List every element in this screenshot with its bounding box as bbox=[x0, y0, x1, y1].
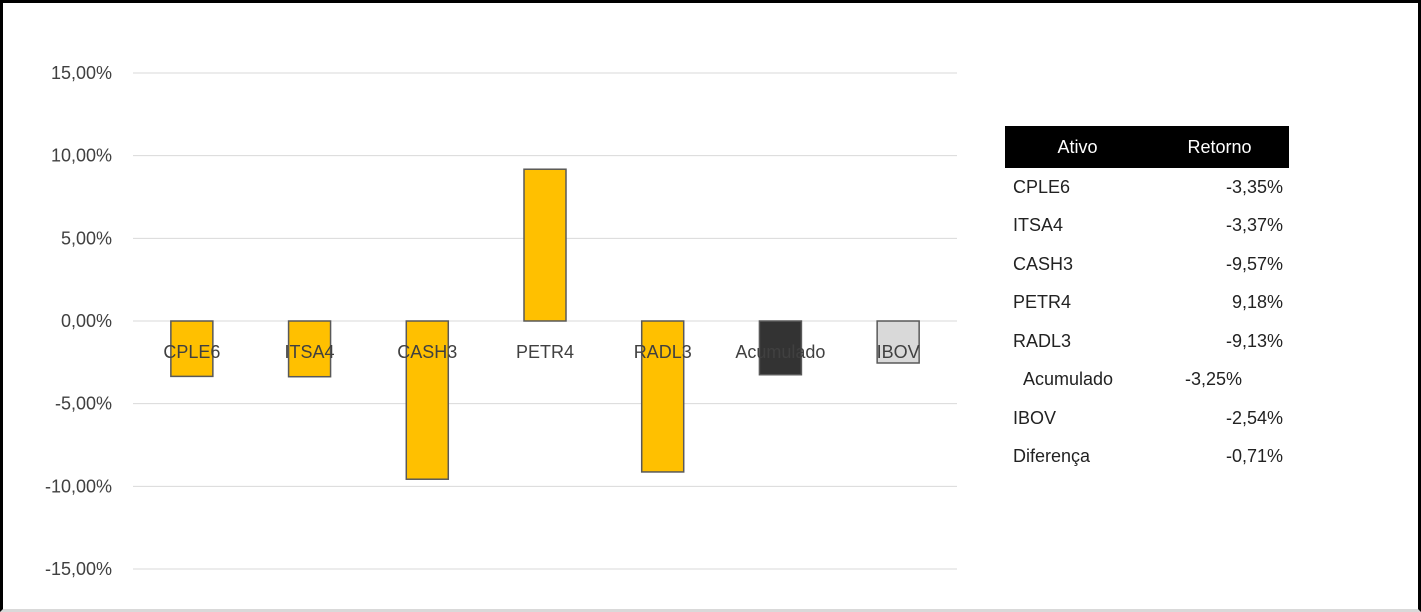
table-row: Diferença -0,71% bbox=[1005, 438, 1289, 477]
row-name: PETR4 bbox=[1013, 292, 1072, 313]
returns-table: Ativo Retorno CPLE6 -3,35% ITSA4 -3,37% … bbox=[1005, 126, 1289, 476]
y-tick-label: -5,00% bbox=[55, 394, 112, 414]
row-name: CPLE6 bbox=[1013, 176, 1071, 197]
row-value: -0,71% bbox=[1225, 446, 1283, 467]
category-labels: CPLE6 ITSA4 CASH3 PETR4 RADL3 Acumulado IBOV bbox=[163, 342, 919, 362]
gridlines bbox=[133, 72, 957, 570]
category-label: Acumulado bbox=[735, 342, 825, 362]
row-value: -9,57% bbox=[1225, 253, 1283, 274]
category-label: RADL3 bbox=[634, 342, 692, 362]
row-name: CASH3 bbox=[1013, 253, 1074, 274]
bar-cash3 bbox=[405, 320, 450, 480]
y-tick-label: -10,00% bbox=[45, 476, 112, 496]
row-name: Acumulado bbox=[1023, 369, 1114, 390]
row-name: RADL3 bbox=[1013, 330, 1072, 351]
row-value: -2,54% bbox=[1225, 407, 1283, 428]
row-name: Diferença bbox=[1013, 446, 1091, 467]
category-label: IBOV bbox=[877, 342, 920, 362]
bar-ibov bbox=[876, 320, 920, 364]
bar-acumulado bbox=[758, 320, 803, 376]
category-label: CASH3 bbox=[397, 342, 457, 362]
category-label: PETR4 bbox=[516, 342, 574, 362]
y-tick-label: 5,00% bbox=[61, 228, 112, 248]
y-tick-label: -15,00% bbox=[45, 559, 112, 579]
table-row: CPLE6 -3,35% bbox=[1005, 168, 1289, 207]
row-value: 9,18% bbox=[1231, 292, 1283, 313]
y-tick-label: 15,00% bbox=[51, 63, 112, 83]
table-header: Ativo Retorno bbox=[1005, 126, 1289, 168]
bar-petr4 bbox=[523, 168, 567, 322]
header-ativo: Ativo bbox=[1057, 136, 1098, 157]
bar-radl3 bbox=[640, 320, 685, 473]
row-name: IBOV bbox=[1013, 407, 1057, 428]
table-row: Acumulado -3,25% bbox=[1005, 361, 1289, 400]
category-label: CPLE6 bbox=[163, 342, 220, 362]
row-name: ITSA4 bbox=[1013, 215, 1064, 236]
table-row: PETR4 9,18% bbox=[1005, 284, 1289, 323]
table-row: ITSA4 -3,37% bbox=[1005, 207, 1289, 246]
table-row: CASH3 -9,57% bbox=[1005, 245, 1289, 284]
y-tick-label: 0,00% bbox=[61, 311, 112, 331]
table-row: IBOV -2,54% bbox=[1005, 399, 1289, 438]
bar-cple6 bbox=[170, 320, 214, 378]
header-retorno: Retorno bbox=[1187, 136, 1252, 157]
table-row: RADL3 -9,13% bbox=[1005, 322, 1289, 361]
row-value: -3,37% bbox=[1225, 215, 1283, 236]
bar-itsa4 bbox=[287, 320, 332, 378]
row-value: -9,13% bbox=[1225, 330, 1283, 351]
category-label: ITSA4 bbox=[285, 342, 335, 362]
y-axis-tick-labels: 15,00% 10,00% 5,00% 0,00% -5,00% -10,00% -15,0… bbox=[45, 63, 112, 579]
row-value: -3,25% bbox=[1185, 369, 1243, 390]
row-value: -3,35% bbox=[1225, 176, 1283, 197]
bars bbox=[170, 168, 920, 480]
y-tick-label: 10,00% bbox=[51, 146, 112, 166]
